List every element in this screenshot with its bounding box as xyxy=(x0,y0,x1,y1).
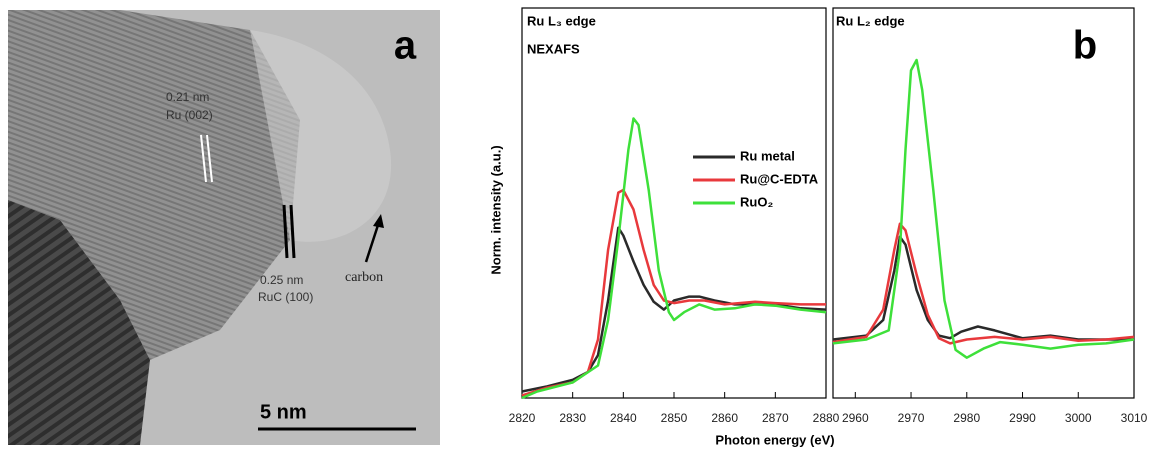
line xyxy=(833,237,1134,340)
x-tick-label: 2880 xyxy=(813,411,840,425)
panel-label: b xyxy=(1073,24,1097,68)
chart-title: Ru L₃ edge xyxy=(527,13,596,28)
figure: a 0.21 nm Ru (002) 0.25 nm RuC (100) car… xyxy=(0,0,1157,453)
legend-label: Ru metal xyxy=(740,148,795,163)
x-tick-label: 2860 xyxy=(711,411,738,425)
panel-label: a xyxy=(394,24,417,68)
annotation: RuC (100) xyxy=(258,290,313,304)
annotation: 0.25 nm xyxy=(260,273,303,287)
line xyxy=(522,190,826,395)
chart-title: Ru L₂ edge xyxy=(836,13,905,28)
x-tick-label: 2970 xyxy=(898,411,925,425)
x-tick-label: 2840 xyxy=(610,411,637,425)
annotation: Ru (002) xyxy=(166,108,213,122)
line xyxy=(833,60,1134,358)
x-tick-label: 2980 xyxy=(953,411,980,425)
scale-bar-label: 5 nm xyxy=(260,401,307,423)
x-tick-label: 2820 xyxy=(509,411,536,425)
x-tick-label: 2830 xyxy=(559,411,586,425)
x-tick-label: 2960 xyxy=(842,411,869,425)
plot-frame xyxy=(522,8,826,398)
tem-image: a 0.21 nm Ru (002) 0.25 nm RuC (100) car… xyxy=(8,10,440,445)
x-tick-label: 3010 xyxy=(1121,411,1148,425)
legend-label: RuO₂ xyxy=(740,194,773,209)
x-tick-label: 3000 xyxy=(1065,411,1092,425)
x-axis-label: Photon energy (eV) xyxy=(715,432,834,447)
x-tick-label: 2870 xyxy=(762,411,789,425)
annotation: carbon xyxy=(345,270,383,285)
x-tick-label: 2850 xyxy=(661,411,688,425)
line xyxy=(522,228,826,392)
annotation: 0.21 nm xyxy=(166,90,209,104)
y-axis-label: Norm. intensity (a.u.) xyxy=(488,145,503,274)
x-tick-label: 2990 xyxy=(1009,411,1036,425)
chart-subtitle: NEXAFS xyxy=(527,41,580,56)
legend-label: Ru@C-EDTA xyxy=(740,171,819,186)
